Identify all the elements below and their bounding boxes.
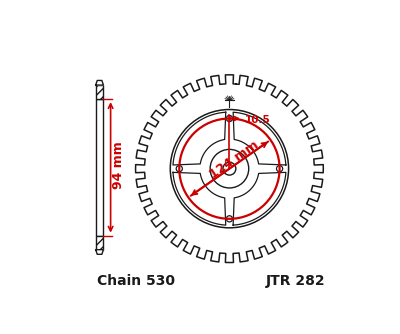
Polygon shape (233, 112, 286, 165)
Text: Chain 530: Chain 530 (97, 274, 175, 288)
Circle shape (226, 216, 232, 222)
Polygon shape (173, 112, 226, 165)
Circle shape (170, 110, 288, 228)
Circle shape (276, 166, 283, 172)
Polygon shape (96, 80, 104, 85)
Bar (96, 235, 104, 250)
Circle shape (210, 149, 249, 188)
Text: 124 mm: 124 mm (208, 138, 262, 181)
Circle shape (226, 116, 232, 122)
Polygon shape (96, 250, 104, 254)
Text: 94 mm: 94 mm (112, 141, 125, 189)
Bar (96, 85, 104, 99)
Polygon shape (136, 75, 323, 263)
Bar (96, 99, 104, 235)
Text: 10.5: 10.5 (245, 115, 271, 125)
Circle shape (176, 166, 182, 172)
Polygon shape (173, 172, 226, 225)
Polygon shape (233, 172, 286, 225)
Text: JTR 282: JTR 282 (266, 274, 326, 288)
Circle shape (223, 162, 236, 175)
